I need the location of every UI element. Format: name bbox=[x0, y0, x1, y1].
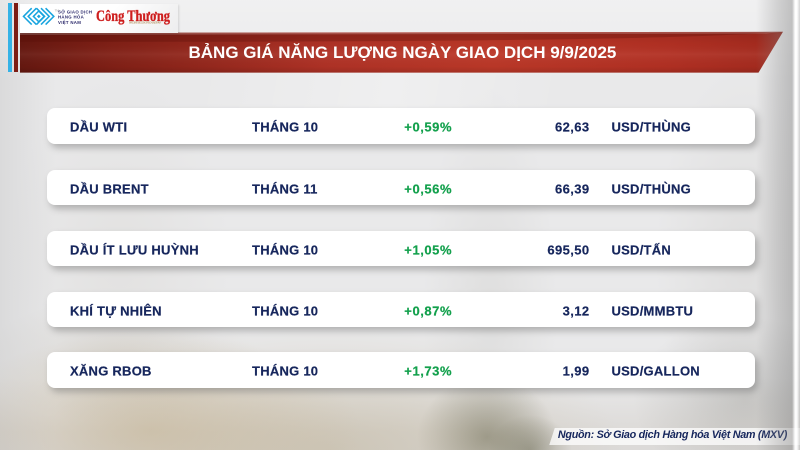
svg-text:TM: TM bbox=[55, 9, 60, 13]
svg-text:BAO DIEN TU BO CONG THUONG VIE: BAO DIEN TU BO CONG THUONG VIET NAM bbox=[129, 21, 162, 25]
svg-text:HÀNG HÓA: HÀNG HÓA bbox=[58, 15, 85, 20]
svg-text:VIỆT NAM: VIỆT NAM bbox=[58, 20, 81, 25]
svg-text:SỞ GIAO DỊCH: SỞ GIAO DỊCH bbox=[58, 10, 92, 15]
svg-text:Công Thương: Công Thương bbox=[96, 8, 170, 25]
